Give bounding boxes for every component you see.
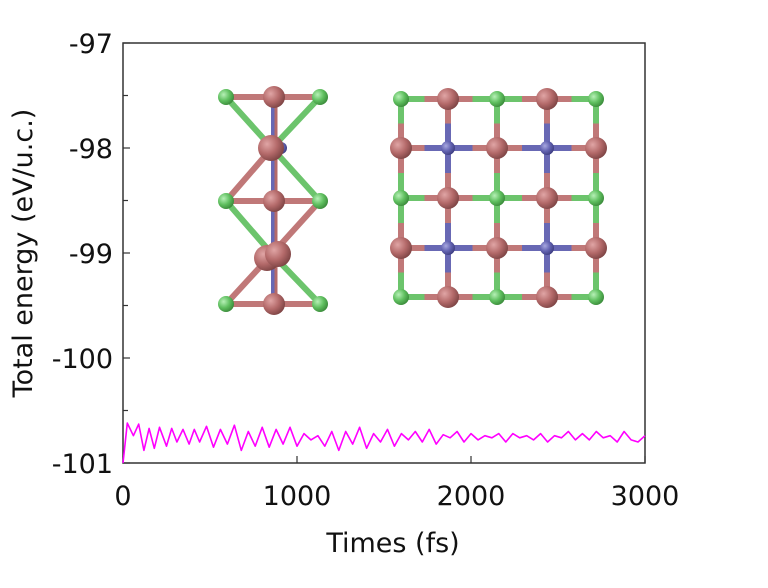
atom xyxy=(441,141,455,155)
y-tick-label: -99 xyxy=(69,239,113,270)
atom xyxy=(540,241,554,255)
atom xyxy=(437,88,459,110)
inset-side-view-structure xyxy=(218,86,328,315)
atom xyxy=(489,190,505,206)
y-tick-label: -101 xyxy=(52,449,113,480)
atom xyxy=(588,190,604,206)
atom xyxy=(437,286,459,308)
atom xyxy=(585,137,607,159)
atom xyxy=(390,137,412,159)
atom xyxy=(540,141,554,155)
x-axis-ticks xyxy=(122,456,646,463)
atom xyxy=(489,289,505,305)
atom xyxy=(588,289,604,305)
atom xyxy=(486,237,508,259)
atom xyxy=(390,237,412,259)
atom xyxy=(536,187,558,209)
atom xyxy=(536,88,558,110)
y-axis-title: Total energy (eV/u.c.) xyxy=(8,109,39,399)
x-tick-label: 2000 xyxy=(437,481,506,512)
x-tick-label: 1000 xyxy=(263,481,332,512)
y-axis-ticks xyxy=(123,42,130,464)
inset-top-view-lattice xyxy=(390,88,607,308)
atom xyxy=(393,91,409,107)
y-tick-label: -100 xyxy=(52,344,113,375)
atom xyxy=(489,91,505,107)
atom xyxy=(585,237,607,259)
y-tick-label: -97 xyxy=(69,29,113,60)
atom xyxy=(536,286,558,308)
y-axis-tick-labels: -97 -98 -99 -100 -101 xyxy=(52,29,113,480)
y-tick-label: -98 xyxy=(69,134,113,165)
x-axis-tick-labels: 0 1000 2000 3000 xyxy=(114,481,679,512)
atom xyxy=(393,190,409,206)
atom xyxy=(486,137,508,159)
x-tick-label: 3000 xyxy=(611,481,680,512)
atom xyxy=(588,91,604,107)
x-tick-label: 0 xyxy=(114,481,131,512)
energy-series-line xyxy=(122,422,646,464)
atom xyxy=(437,187,459,209)
atom xyxy=(393,289,409,305)
plot-frame xyxy=(122,42,646,464)
atom xyxy=(441,241,455,255)
x-axis-title: Times (fs) xyxy=(325,528,459,559)
